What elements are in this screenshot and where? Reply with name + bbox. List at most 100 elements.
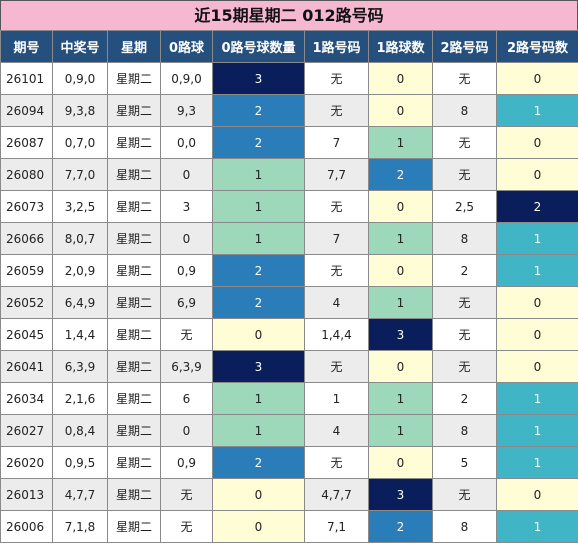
header-route0-count: 0路号球数量 xyxy=(212,30,305,63)
cell-number: 0,9,0 xyxy=(52,62,108,95)
cell-issue: 26080 xyxy=(0,158,53,191)
header-route1-count: 1路球数 xyxy=(368,30,433,63)
cell-route1-count: 0 xyxy=(368,94,433,127)
cell-route1: 1,4,4 xyxy=(304,318,369,351)
table-row: 26094 9,3,8 星期二 9,3 2 无 0 8 1 xyxy=(0,94,578,127)
cell-issue: 26094 xyxy=(0,94,53,127)
cell-route0: 0 xyxy=(160,222,213,255)
cell-route0-count: 2 xyxy=(212,286,305,319)
cell-number: 3,2,5 xyxy=(52,190,108,223)
cell-route1-count: 0 xyxy=(368,62,433,95)
cell-route0-count: 2 xyxy=(212,126,305,159)
cell-number: 0,8,4 xyxy=(52,414,108,447)
cell-route1-count: 0 xyxy=(368,190,433,223)
cell-route0: 6,3,9 xyxy=(160,350,213,383)
cell-weekday: 星期二 xyxy=(107,446,161,479)
table-row: 26066 8,0,7 星期二 0 1 7 1 8 1 xyxy=(0,222,578,255)
cell-number: 0,7,0 xyxy=(52,126,108,159)
cell-number: 7,7,0 xyxy=(52,158,108,191)
cell-route1: 无 xyxy=(304,190,369,223)
header-route0: 0路球 xyxy=(160,30,213,63)
table-row: 26052 6,4,9 星期二 6,9 2 4 1 无 0 xyxy=(0,286,578,319)
cell-route1-count: 1 xyxy=(368,286,433,319)
cell-route0: 3 xyxy=(160,190,213,223)
cell-route2-count: 0 xyxy=(496,286,578,319)
cell-route2: 无 xyxy=(432,350,497,383)
cell-route2-count: 1 xyxy=(496,414,578,447)
cell-route2: 无 xyxy=(432,286,497,319)
cell-route1: 无 xyxy=(304,254,369,287)
cell-route1-count: 2 xyxy=(368,510,433,543)
cell-route1-count: 3 xyxy=(368,318,433,351)
cell-issue: 26066 xyxy=(0,222,53,255)
cell-route0-count: 1 xyxy=(212,382,305,415)
cell-route0-count: 1 xyxy=(212,158,305,191)
cell-weekday: 星期二 xyxy=(107,510,161,543)
cell-route2: 8 xyxy=(432,414,497,447)
cell-route1: 7,7 xyxy=(304,158,369,191)
cell-issue: 26052 xyxy=(0,286,53,319)
cell-issue: 26045 xyxy=(0,318,53,351)
cell-route0: 0,9 xyxy=(160,254,213,287)
cell-number: 1,4,4 xyxy=(52,318,108,351)
cell-weekday: 星期二 xyxy=(107,286,161,319)
cell-issue: 26101 xyxy=(0,62,53,95)
cell-number: 6,3,9 xyxy=(52,350,108,383)
cell-route1: 7 xyxy=(304,222,369,255)
cell-route0-count: 3 xyxy=(212,350,305,383)
cell-route0-count: 0 xyxy=(212,478,305,511)
cell-issue: 26027 xyxy=(0,414,53,447)
cell-route1-count: 3 xyxy=(368,478,433,511)
cell-route0: 0 xyxy=(160,158,213,191)
cell-route1: 4 xyxy=(304,414,369,447)
cell-weekday: 星期二 xyxy=(107,414,161,447)
cell-route1: 4,7,7 xyxy=(304,478,369,511)
cell-route2: 无 xyxy=(432,318,497,351)
cell-weekday: 星期二 xyxy=(107,190,161,223)
cell-route0: 9,3 xyxy=(160,94,213,127)
cell-issue: 26034 xyxy=(0,382,53,415)
cell-route2: 8 xyxy=(432,222,497,255)
cell-route0-count: 0 xyxy=(212,318,305,351)
cell-route1-count: 0 xyxy=(368,350,433,383)
cell-issue: 26020 xyxy=(0,446,53,479)
table-row: 26041 6,3,9 星期二 6,3,9 3 无 0 无 0 xyxy=(0,350,578,383)
cell-route1: 1 xyxy=(304,382,369,415)
table-row: 26020 0,9,5 星期二 0,9 2 无 0 5 1 xyxy=(0,446,578,479)
table-row: 26080 7,7,0 星期二 0 1 7,7 2 无 0 xyxy=(0,158,578,191)
cell-route1-count: 2 xyxy=(368,158,433,191)
header-number: 中奖号 xyxy=(52,30,108,63)
cell-route0-count: 2 xyxy=(212,446,305,479)
cell-route0-count: 1 xyxy=(212,190,305,223)
cell-issue: 26006 xyxy=(0,510,53,543)
cell-route0: 0,0 xyxy=(160,126,213,159)
cell-weekday: 星期二 xyxy=(107,350,161,383)
cell-route2-count: 1 xyxy=(496,94,578,127)
cell-route1: 7,1 xyxy=(304,510,369,543)
cell-route0: 6,9 xyxy=(160,286,213,319)
cell-route2-count: 1 xyxy=(496,254,578,287)
cell-route2: 无 xyxy=(432,158,497,191)
cell-route2-count: 0 xyxy=(496,350,578,383)
table-row: 26045 1,4,4 星期二无 0 1,4,4 3 无 0 xyxy=(0,318,578,351)
cell-route1-count: 1 xyxy=(368,126,433,159)
cell-route2: 无 xyxy=(432,478,497,511)
cell-route2: 8 xyxy=(432,94,497,127)
route-012-table: 期号 中奖号 星期 0路球 0路号球数量 1路号码 1路球数 2路号码 2路号码… xyxy=(0,30,578,543)
cell-route2-count: 1 xyxy=(496,446,578,479)
table-row: 26087 0,7,0 星期二 0,0 2 7 1 无 0 xyxy=(0,126,578,159)
cell-route1-count: 0 xyxy=(368,446,433,479)
cell-number: 6,4,9 xyxy=(52,286,108,319)
table-row: 26027 0,8,4 星期二 0 1 4 1 8 1 xyxy=(0,414,578,447)
cell-route2: 2 xyxy=(432,254,497,287)
cell-route2: 无 xyxy=(432,126,497,159)
cell-route2-count: 0 xyxy=(496,62,578,95)
cell-route0: 无 xyxy=(160,318,213,351)
cell-route1: 无 xyxy=(304,350,369,383)
cell-route0: 6 xyxy=(160,382,213,415)
table-title: 近15期星期二 012路号码 xyxy=(0,0,578,31)
cell-weekday: 星期二 xyxy=(107,126,161,159)
header-route1: 1路号码 xyxy=(304,30,369,63)
cell-number: 9,3,8 xyxy=(52,94,108,127)
